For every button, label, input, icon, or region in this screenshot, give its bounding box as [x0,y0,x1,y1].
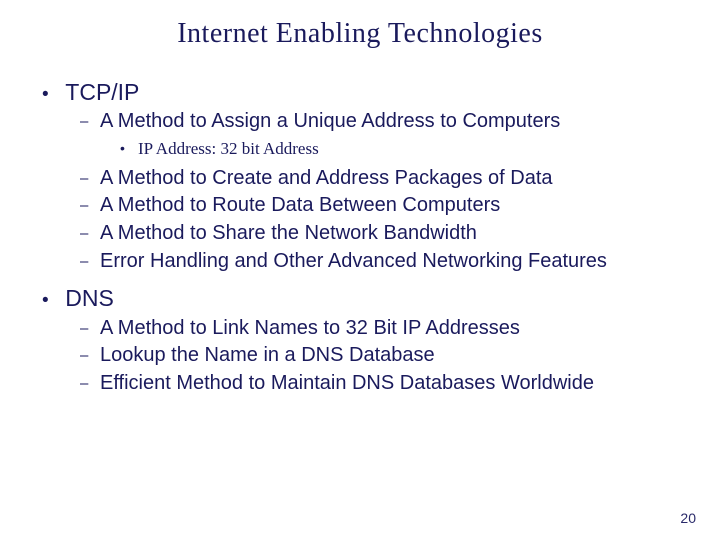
bullet-l2: – Efficient Method to Maintain DNS Datab… [80,371,690,397]
l2-text: A Method to Route Data Between Computers [100,193,690,219]
l2-text: A Method to Create and Address Packages … [100,166,690,192]
slide-content: • TCP/IP – A Method to Assign a Unique A… [42,72,690,398]
bullet-l2: – Lookup the Name in a DNS Database [80,343,690,369]
dash-icon: – [80,193,100,215]
bullet-l2: – Error Handling and Other Advanced Netw… [80,249,690,275]
page-number: 20 [680,510,696,526]
bullet-l2: – A Method to Assign a Unique Address to… [80,109,690,135]
dash-icon: – [80,221,100,243]
l2-text: A Method to Link Names to 32 Bit IP Addr… [100,316,690,342]
dash-icon: – [80,166,100,188]
dash-icon: – [80,343,100,365]
slide: Internet Enabling Technologies • TCP/IP … [0,0,720,540]
dot-icon: • [42,83,60,107]
l2-text: Lookup the Name in a DNS Database [100,343,690,369]
l2-text: Error Handling and Other Advanced Networ… [100,249,690,275]
dash-icon: – [80,109,100,131]
l1-text: TCP/IP [65,79,139,105]
bullet-l1-tcpip: • TCP/IP [42,78,690,107]
l2-text: A Method to Assign a Unique Address to C… [100,109,690,135]
l2-text: A Method to Share the Network Bandwidth [100,221,690,247]
dot-icon: • [42,289,60,313]
l3-text: IP Address: 32 bit Address [138,138,690,160]
bullet-l3: • IP Address: 32 bit Address [120,138,690,160]
bullet-l2: – A Method to Create and Address Package… [80,166,690,192]
slide-title: Internet Enabling Technologies [0,18,720,50]
bullet-l2: – A Method to Link Names to 32 Bit IP Ad… [80,316,690,342]
bullet-l1-dns: • DNS [42,284,690,313]
bullet-l2: – A Method to Route Data Between Compute… [80,193,690,219]
bullet-l2: – A Method to Share the Network Bandwidt… [80,221,690,247]
l1-text: DNS [65,285,114,311]
dash-icon: – [80,316,100,338]
dot-icon: • [120,138,138,158]
l2-text: Efficient Method to Maintain DNS Databas… [100,371,690,397]
dash-icon: – [80,249,100,271]
dash-icon: – [80,371,100,393]
